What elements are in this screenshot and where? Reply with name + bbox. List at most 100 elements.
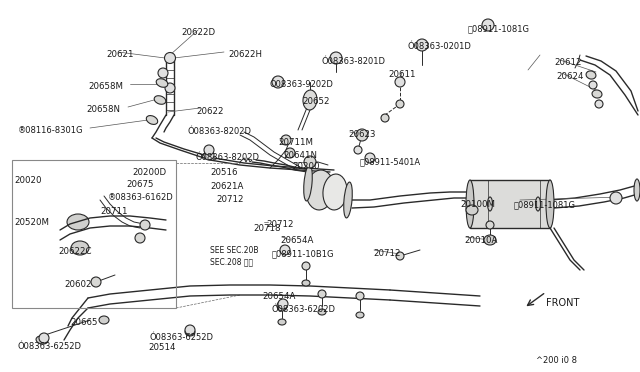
Circle shape <box>280 245 290 255</box>
Ellipse shape <box>586 71 596 79</box>
Text: Ⓚ08911-1081G: Ⓚ08911-1081G <box>468 24 530 33</box>
Circle shape <box>204 150 214 160</box>
Text: 20654A: 20654A <box>262 292 296 301</box>
Ellipse shape <box>67 214 89 230</box>
Circle shape <box>164 52 175 64</box>
Circle shape <box>272 76 284 88</box>
Text: Ó08363-6202D: Ó08363-6202D <box>271 305 335 314</box>
Ellipse shape <box>546 180 554 228</box>
Text: 20516: 20516 <box>210 168 237 177</box>
Circle shape <box>318 290 326 298</box>
Circle shape <box>354 146 362 154</box>
Text: SEC.208 梨梨: SEC.208 梨梨 <box>210 257 253 266</box>
Circle shape <box>91 277 101 287</box>
Ellipse shape <box>304 165 312 201</box>
Text: 20654A: 20654A <box>280 236 314 245</box>
Text: Ⓚ08911-5401A: Ⓚ08911-5401A <box>360 157 421 166</box>
Text: ^200 i0 8: ^200 i0 8 <box>536 356 577 365</box>
Text: 20622C: 20622C <box>58 247 92 256</box>
Text: 20514: 20514 <box>148 343 175 352</box>
Text: 20652: 20652 <box>302 97 330 106</box>
Text: 20641N: 20641N <box>283 151 317 160</box>
Text: 20675: 20675 <box>126 180 154 189</box>
Ellipse shape <box>36 336 48 344</box>
Circle shape <box>278 299 288 309</box>
Text: 20622D: 20622D <box>181 28 215 37</box>
Text: 20658N: 20658N <box>86 105 120 114</box>
Text: Ó08363-9202D: Ó08363-9202D <box>270 80 334 89</box>
Text: SEE SEC.20B: SEE SEC.20B <box>210 246 259 255</box>
Circle shape <box>610 192 622 204</box>
Circle shape <box>204 145 214 155</box>
Circle shape <box>140 220 150 230</box>
Text: 20623: 20623 <box>348 130 376 139</box>
Circle shape <box>39 333 49 343</box>
Circle shape <box>356 292 364 300</box>
Text: 20665: 20665 <box>70 318 97 327</box>
Circle shape <box>482 19 494 31</box>
Text: ®08116-8301G: ®08116-8301G <box>18 126 83 135</box>
Text: 20712: 20712 <box>216 195 243 204</box>
Ellipse shape <box>344 182 352 218</box>
Bar <box>12 160 176 308</box>
Ellipse shape <box>302 280 310 286</box>
Circle shape <box>330 52 342 64</box>
Text: Ó08363-8202D: Ó08363-8202D <box>196 153 260 162</box>
Circle shape <box>365 153 375 163</box>
Ellipse shape <box>185 328 195 336</box>
Text: 20612: 20612 <box>554 58 582 67</box>
Text: 20010A: 20010A <box>464 236 497 245</box>
Text: Ⓚ08911-10B1G: Ⓚ08911-10B1G <box>272 249 335 258</box>
Circle shape <box>589 81 597 89</box>
Text: Ó08363-0201D: Ó08363-0201D <box>408 42 472 51</box>
Circle shape <box>285 148 295 158</box>
Text: 20520M: 20520M <box>14 218 49 227</box>
Ellipse shape <box>99 316 109 324</box>
Text: Ⓚ08911-1081G: Ⓚ08911-1081G <box>514 200 576 209</box>
Circle shape <box>185 325 195 335</box>
Ellipse shape <box>154 96 166 104</box>
Circle shape <box>165 83 175 93</box>
Text: 20100M: 20100M <box>460 200 495 209</box>
Ellipse shape <box>466 205 478 215</box>
Circle shape <box>396 100 404 108</box>
Circle shape <box>595 100 603 108</box>
Ellipse shape <box>156 79 168 87</box>
Ellipse shape <box>323 174 347 210</box>
Circle shape <box>158 68 168 78</box>
Text: 20712: 20712 <box>373 249 401 258</box>
Circle shape <box>395 77 405 87</box>
Text: 20624: 20624 <box>556 72 584 81</box>
Text: 20658M: 20658M <box>88 82 123 91</box>
Ellipse shape <box>318 309 326 315</box>
Text: 20020: 20020 <box>14 176 42 185</box>
Text: 20711M: 20711M <box>278 138 313 147</box>
Text: 20711: 20711 <box>100 207 127 216</box>
Text: 20718: 20718 <box>253 224 280 233</box>
Ellipse shape <box>536 197 541 211</box>
Text: Ó08363-6252D: Ó08363-6252D <box>18 342 82 351</box>
Ellipse shape <box>634 179 640 201</box>
Circle shape <box>281 135 291 145</box>
Circle shape <box>381 114 389 122</box>
Ellipse shape <box>147 116 157 124</box>
Ellipse shape <box>488 197 493 211</box>
Circle shape <box>356 129 368 141</box>
Circle shape <box>396 252 404 260</box>
Text: 20611: 20611 <box>388 70 415 79</box>
Text: 20200: 20200 <box>292 162 319 171</box>
Ellipse shape <box>592 90 602 98</box>
Text: Ó08363-8202D: Ó08363-8202D <box>188 127 252 136</box>
Circle shape <box>277 301 287 311</box>
Text: 20622H: 20622H <box>228 50 262 59</box>
Ellipse shape <box>356 312 364 318</box>
Text: 20622: 20622 <box>196 107 223 116</box>
Circle shape <box>486 221 494 229</box>
Ellipse shape <box>466 180 474 228</box>
Ellipse shape <box>306 170 334 210</box>
Text: 20712: 20712 <box>266 220 294 229</box>
Ellipse shape <box>71 241 89 255</box>
Circle shape <box>302 262 310 270</box>
Ellipse shape <box>278 319 286 325</box>
Circle shape <box>135 233 145 243</box>
